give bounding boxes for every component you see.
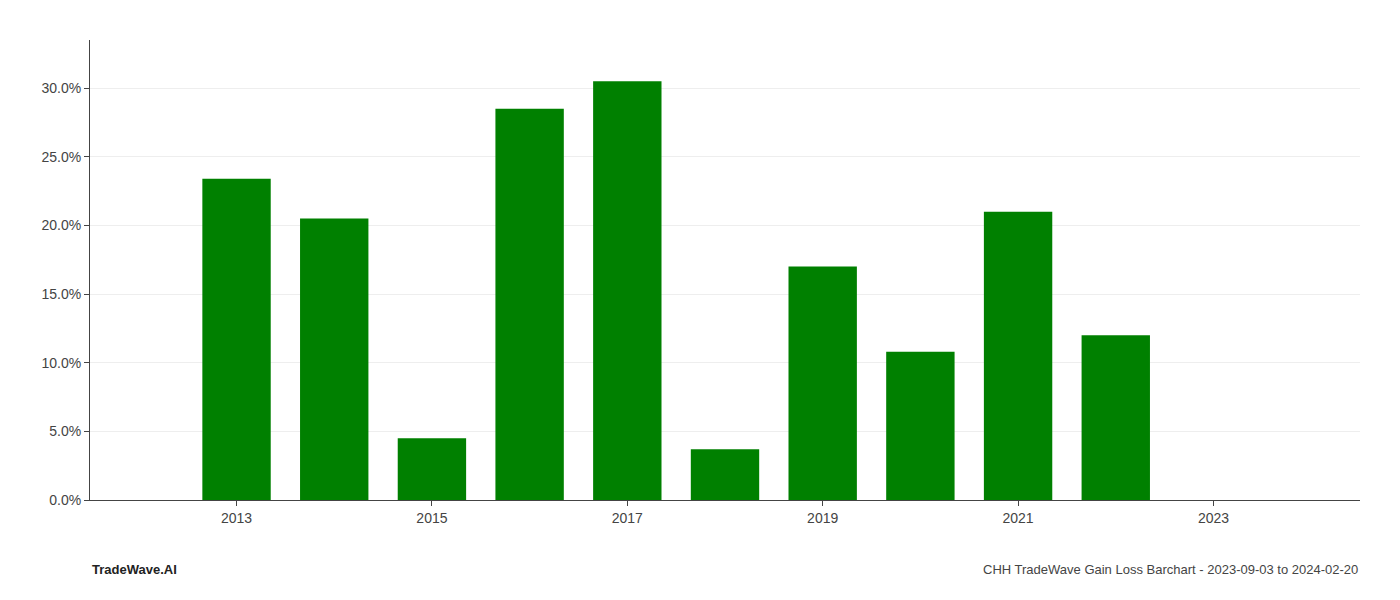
svg-text:30.0%: 30.0% [41, 80, 81, 96]
svg-text:15.0%: 15.0% [41, 286, 81, 302]
svg-text:0.0%: 0.0% [49, 492, 81, 508]
svg-text:CHH TradeWave Gain Loss Barcha: CHH TradeWave Gain Loss Barchart - 2023-… [983, 562, 1358, 577]
svg-text:2013: 2013 [221, 510, 252, 526]
svg-text:5.0%: 5.0% [49, 423, 81, 439]
svg-text:25.0%: 25.0% [41, 149, 81, 165]
svg-text:2017: 2017 [612, 510, 643, 526]
svg-text:TradeWave.AI: TradeWave.AI [92, 562, 177, 577]
svg-text:2021: 2021 [1003, 510, 1034, 526]
svg-text:2023: 2023 [1198, 510, 1229, 526]
svg-text:2019: 2019 [807, 510, 838, 526]
svg-text:20.0%: 20.0% [41, 217, 81, 233]
svg-text:2015: 2015 [416, 510, 447, 526]
svg-text:10.0%: 10.0% [41, 355, 81, 371]
